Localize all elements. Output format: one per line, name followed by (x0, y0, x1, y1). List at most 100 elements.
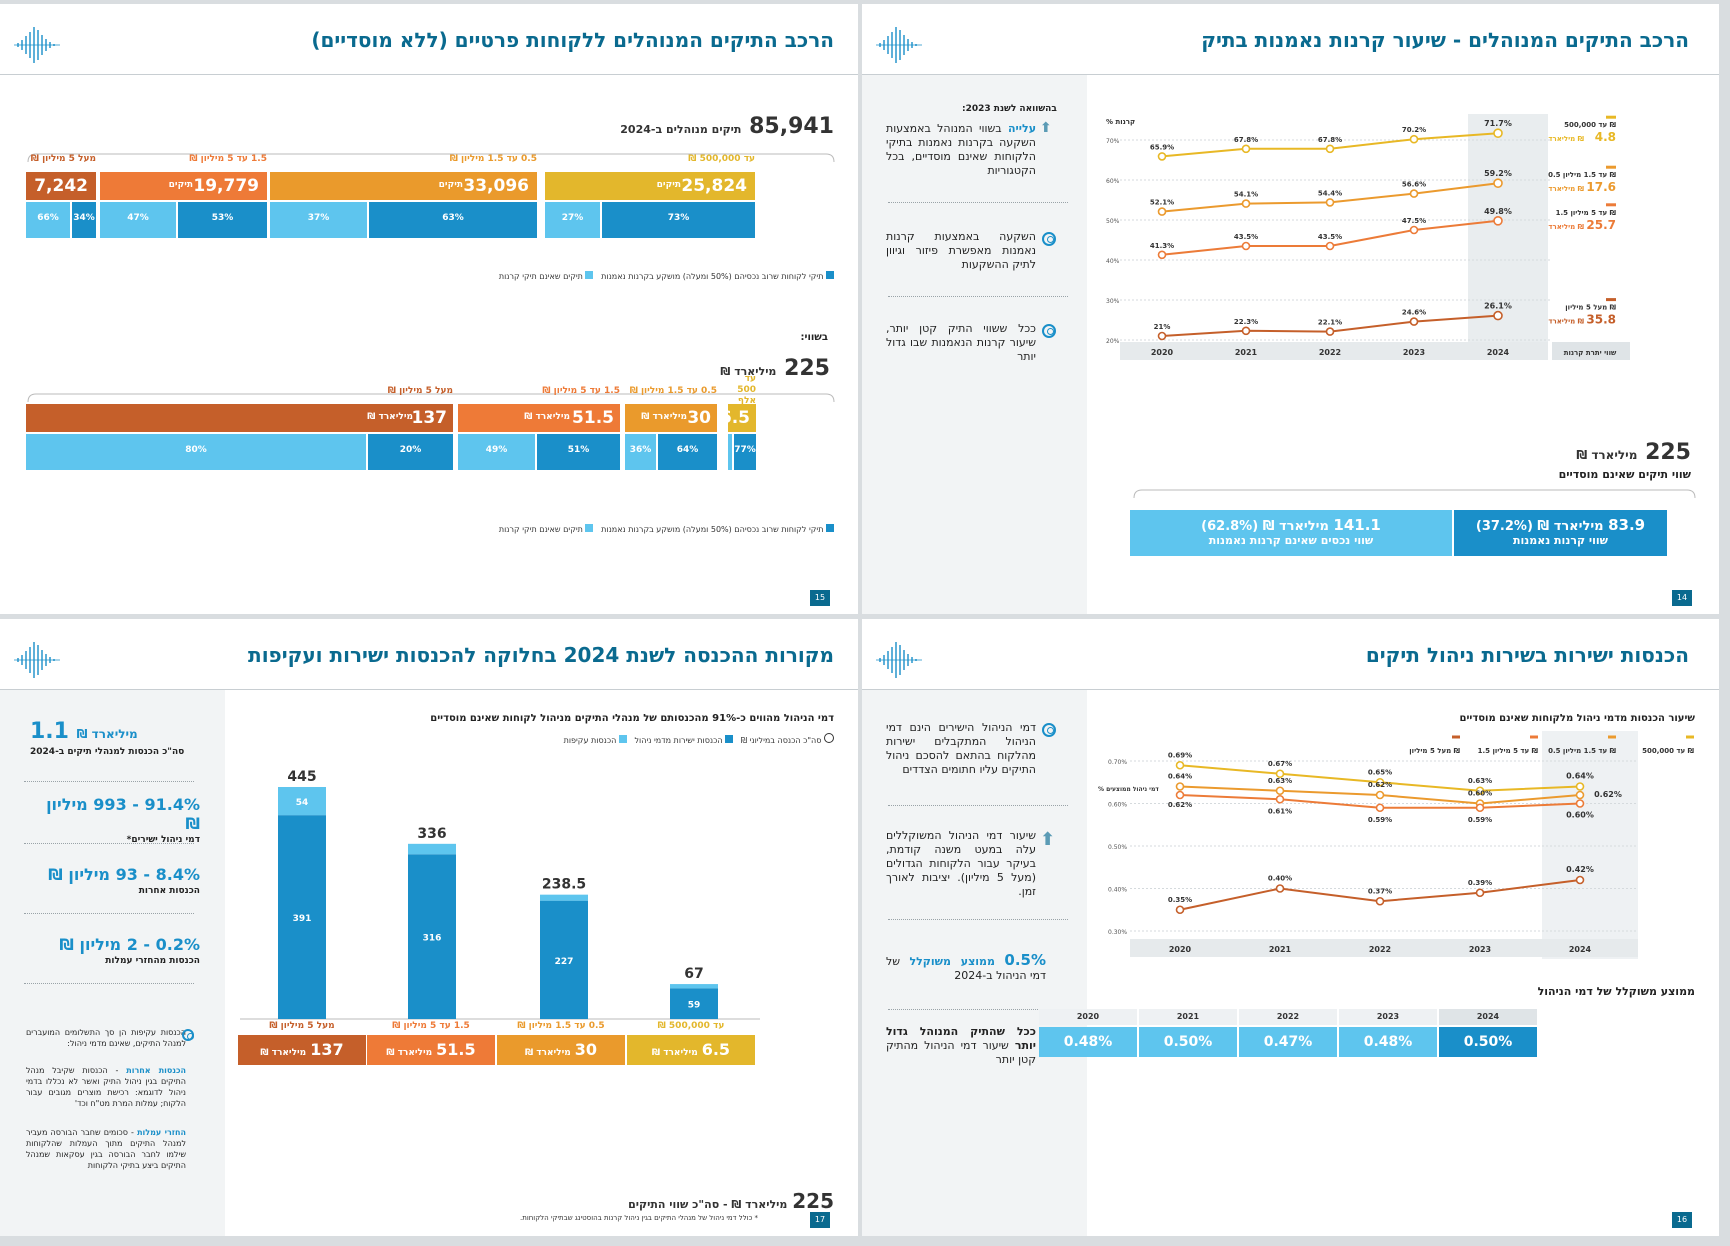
separator (888, 1009, 1068, 1010)
note-direct-fees: דמי הניהול הישירים הינם דמי הניהול המתקב… (886, 721, 1036, 776)
data-point (1409, 225, 1419, 235)
split-light-pct: 66% (37, 213, 59, 223)
y-tick-label: 0.60% (1108, 802, 1127, 809)
split-dark-pct: 77% (734, 445, 756, 455)
data-point (1157, 250, 1167, 260)
data-point (1493, 128, 1503, 139)
note-avg-text: של דמי הניהול ב-2024 (886, 955, 1046, 982)
y-tick-label: 0.30% (1108, 929, 1127, 936)
legend-label: מעל 5 מיליון ₪ (1565, 304, 1616, 312)
legend-label: מעל 5 מיליון ₪ (1409, 747, 1460, 755)
total-income: מיליארד ₪ 1.1 (30, 719, 138, 744)
bar-direct-label: 316 (423, 934, 442, 944)
split-light: 47% (100, 202, 176, 238)
bracket (1133, 489, 1696, 499)
legend-swatch-indirect (618, 735, 627, 743)
y-axis-label: % דמי ניהול ממוצעים (1098, 786, 1159, 793)
up-arrow-icon: ⬆ (1040, 829, 1056, 850)
total-unit: מיליארד ₪ (1576, 448, 1638, 462)
value-bar-value: 30 (574, 1040, 598, 1059)
y-tick-label: 70% (1106, 138, 1120, 145)
compare-label: בהשוואה לשנת 2023: (962, 104, 1057, 114)
avg-year-label: 2020 (1039, 1009, 1137, 1025)
avg-year-label: 2022 (1239, 1009, 1337, 1025)
data-label: 0.64% (1168, 773, 1192, 781)
data-label: 0.63% (1268, 777, 1292, 785)
data-label: 67.8% (1234, 136, 1258, 144)
x-tick-label: 2023 (1469, 945, 1491, 954)
note-weighted-rise: שיעור דמי הניהול המשוקללים עלה במעט משנה… (886, 829, 1036, 898)
data-label: 47.5% (1402, 217, 1426, 225)
total-value: 225 (1645, 440, 1691, 465)
data-point (1275, 786, 1285, 796)
data-point (1375, 790, 1385, 800)
y-tick-label: 20% (1106, 338, 1120, 345)
legend-unit: מיליארד ₪ (1548, 185, 1584, 193)
y-tick-label: 30% (1106, 298, 1120, 305)
legend-total-marker (824, 733, 834, 743)
data-label: 71.7% (1484, 119, 1512, 128)
soundwave-logo-icon (876, 27, 922, 63)
highlight-2024 (1542, 731, 1638, 959)
income-stat-label: הכנסות מהחזרי עמלות (105, 956, 200, 966)
bar-total-label: 238.5 (542, 877, 586, 893)
page-title: הרכב התיקים המנוהלים - שיעור קרנות נאמנו… (1201, 28, 1689, 52)
data-label: 0.64% (1566, 772, 1594, 781)
category-label: 0.5 עד 1.5 מיליון ₪ (517, 1021, 605, 1031)
income-stat: 8.4% - 93 מיליון ₪ הכנסות אחרות (30, 865, 200, 896)
data-point (1575, 790, 1585, 800)
bar-total-label: 445 (287, 769, 316, 785)
note-increase-bold: עלייה (1008, 122, 1037, 135)
legend-value: 4.8 (1595, 130, 1616, 144)
data-label: 0.61% (1268, 807, 1292, 815)
up-arrow-icon: ⬆ (1040, 120, 1052, 136)
y-tick-label: 50% (1106, 218, 1120, 225)
split-dark-pct: 63% (442, 213, 464, 223)
bar-total-label: 336 (417, 826, 446, 842)
x-axis-label: שווי יתרת קרנות (1564, 349, 1617, 357)
data-label: 65.9% (1150, 143, 1174, 151)
note-weighted-avg: 0.5% ממוצע משוקלל של דמי הניהול ב-2024 (886, 953, 1046, 983)
page-17: מקורות ההכנסה לשנת 2024 בחלוקה להכנסות י… (0, 619, 858, 1236)
y-tick-label: 40% (1106, 258, 1120, 265)
legend-label: עד 500,000 ₪ (1642, 747, 1695, 755)
category-label: מעל 5 מיליון ₪ (30, 154, 96, 164)
page-number: 17 (810, 1212, 830, 1228)
magnifier-icon (1042, 232, 1056, 246)
note-smaller-portfolio: ככל ששווי התיק קטן יותר, שיעור קרנות הנא… (886, 322, 1036, 363)
value-total-num: 225 (784, 356, 830, 381)
note-other-income: הכנסות אחרות - הכנסות שקיבל מנהל התיקים … (26, 1065, 186, 1109)
income-stat-headline: 91.4% - 993 מיליון ₪ (46, 795, 200, 833)
split-nonfunds-unit: מיליארד ₪ (1262, 519, 1329, 534)
legend-value: 35.8 (1586, 313, 1616, 327)
avg-value: 0.48% (1039, 1027, 1137, 1057)
bar-indirect (540, 894, 588, 901)
split-funds-value: 83.9 (1608, 516, 1646, 534)
data-label: 0.67% (1268, 760, 1292, 768)
bar-direct (408, 854, 456, 1019)
data-point (1175, 905, 1185, 915)
split-light-pct: 80% (185, 445, 207, 455)
bar-direct (540, 900, 588, 1019)
value-bar-value: 51.5 (436, 1040, 476, 1059)
soundwave-logo-icon (14, 27, 60, 63)
data-point (1409, 189, 1419, 198)
data-point (1325, 144, 1335, 154)
data-point (1325, 241, 1335, 251)
page-number: 14 (1672, 590, 1692, 606)
avg-value: 0.48% (1339, 1027, 1437, 1057)
data-label: 0.42% (1566, 865, 1594, 874)
value-total-unit: מיליארד ₪ (720, 365, 777, 378)
count-bar-value: 25,824 (681, 176, 747, 196)
legend-label: 1.5 עד 5 מיליון ₪ (1478, 747, 1539, 755)
split-light (728, 434, 732, 470)
data-point (1175, 782, 1185, 791)
page-title: הכנסות ישירות בשירות ניהול תיקים (1365, 643, 1689, 667)
y-tick-label: 0.40% (1108, 887, 1127, 894)
x-tick-label: 2020 (1151, 348, 1174, 357)
data-point (1275, 794, 1285, 804)
avg-title: ממוצע משוקלל של דמי הניהול (1537, 985, 1695, 998)
total-footer: 225 מיליארד ₪ - סה"כ שווי התיקים (628, 1189, 834, 1213)
data-point (1375, 896, 1385, 906)
value-label: בשווי: (800, 332, 829, 343)
